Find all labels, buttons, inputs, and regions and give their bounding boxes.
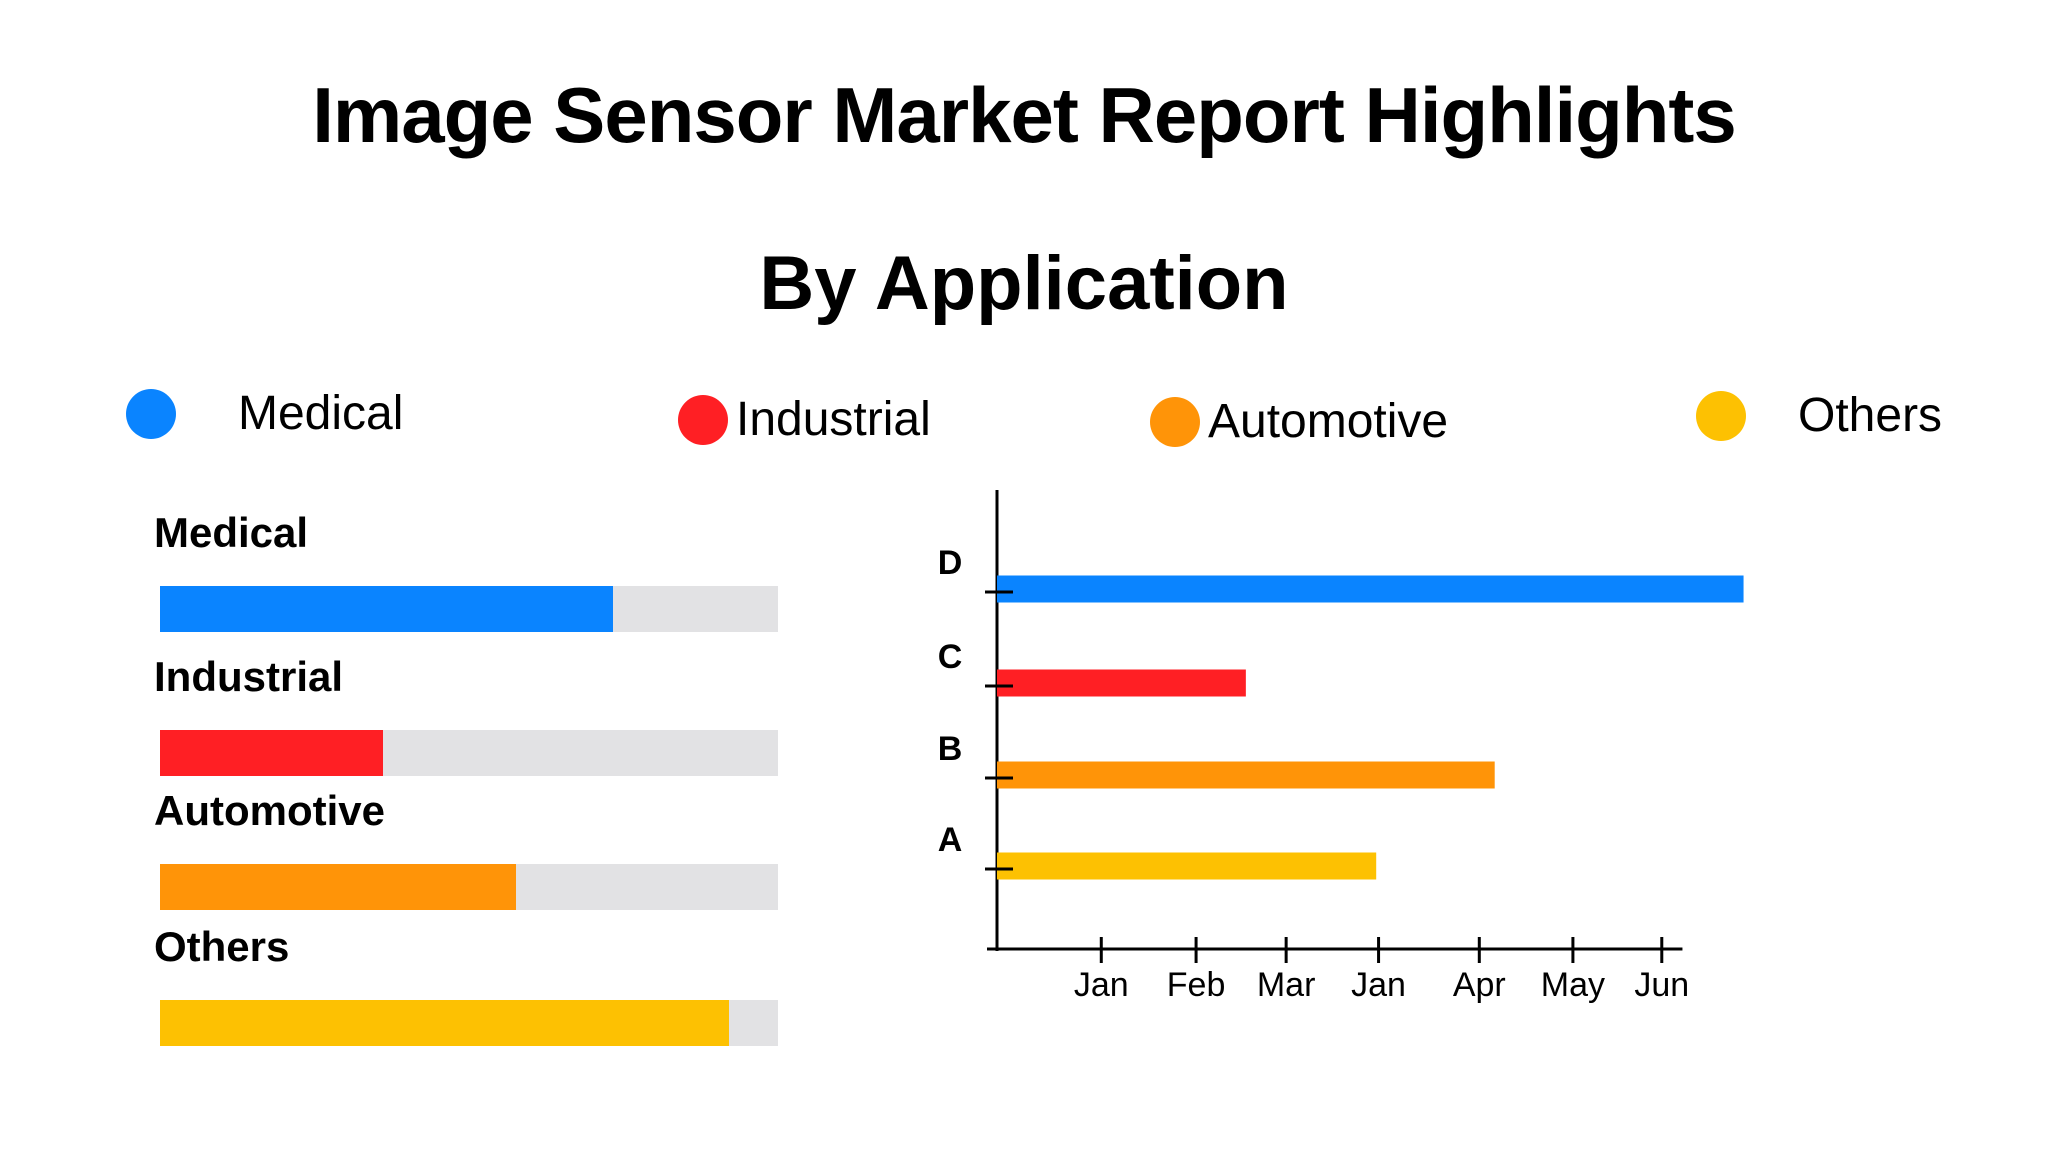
category-label-d: D <box>938 544 963 582</box>
legend-label-medical: Medical <box>238 387 404 440</box>
x-tick-label-4: Apr <box>1453 966 1506 1004</box>
page-subtitle: By Application <box>759 241 1289 326</box>
progress-industrial: Industrial <box>154 652 778 776</box>
legend-label-industrial: Industrial <box>736 393 931 446</box>
category-label-b: B <box>938 730 963 768</box>
x-tick-label-2: Mar <box>1257 966 1316 1004</box>
progress-fill-industrial <box>160 730 384 776</box>
page-title: Image Sensor Market Report Highlights <box>312 71 1737 159</box>
progress-fill-medical <box>160 586 613 632</box>
legend-label-others: Others <box>1798 389 1943 442</box>
progress-medical: Medical <box>154 508 778 632</box>
bar-c <box>997 669 1246 697</box>
legend-dot-medical <box>126 388 176 439</box>
legend-dot-industrial <box>678 394 728 445</box>
category-label-c: C <box>938 638 963 676</box>
progress-label-medical: Medical <box>154 509 309 556</box>
legend-item-medical: Medical <box>126 386 403 441</box>
progress-track-industrial <box>160 730 778 776</box>
legend-dot-automotive <box>1150 396 1200 447</box>
legend-label-automotive: Automotive <box>1208 395 1449 448</box>
legend-item-others: Others <box>1696 388 1942 443</box>
x-tick-label-6: Jun <box>1634 966 1689 1004</box>
x-tick-label-3: Jan <box>1351 966 1406 1004</box>
progress-label-others: Others <box>154 923 290 970</box>
legend-item-automotive: Automotive <box>1150 394 1448 449</box>
progress-fill-automotive <box>160 864 516 910</box>
progress-label-automotive: Automotive <box>154 787 385 834</box>
progress-label-industrial: Industrial <box>154 653 344 700</box>
category-label-a: A <box>938 821 963 859</box>
x-tick-label-5: May <box>1541 966 1605 1004</box>
legend-dot-others <box>1696 390 1746 441</box>
legend-item-industrial: Industrial <box>678 392 931 447</box>
progress-track-medical <box>160 586 778 632</box>
progress-automotive: Automotive <box>154 786 778 910</box>
progress-others: Others <box>154 922 778 1046</box>
progress-track-automotive <box>160 864 778 910</box>
x-tick-label-0: Jan <box>1074 966 1129 1004</box>
bar-a <box>997 852 1377 880</box>
progress-fill-others <box>160 1000 729 1046</box>
bar-b <box>997 761 1495 789</box>
progress-track-others <box>160 1000 778 1046</box>
bar-d <box>997 575 1744 603</box>
x-tick-label-1: Feb <box>1167 966 1226 1004</box>
